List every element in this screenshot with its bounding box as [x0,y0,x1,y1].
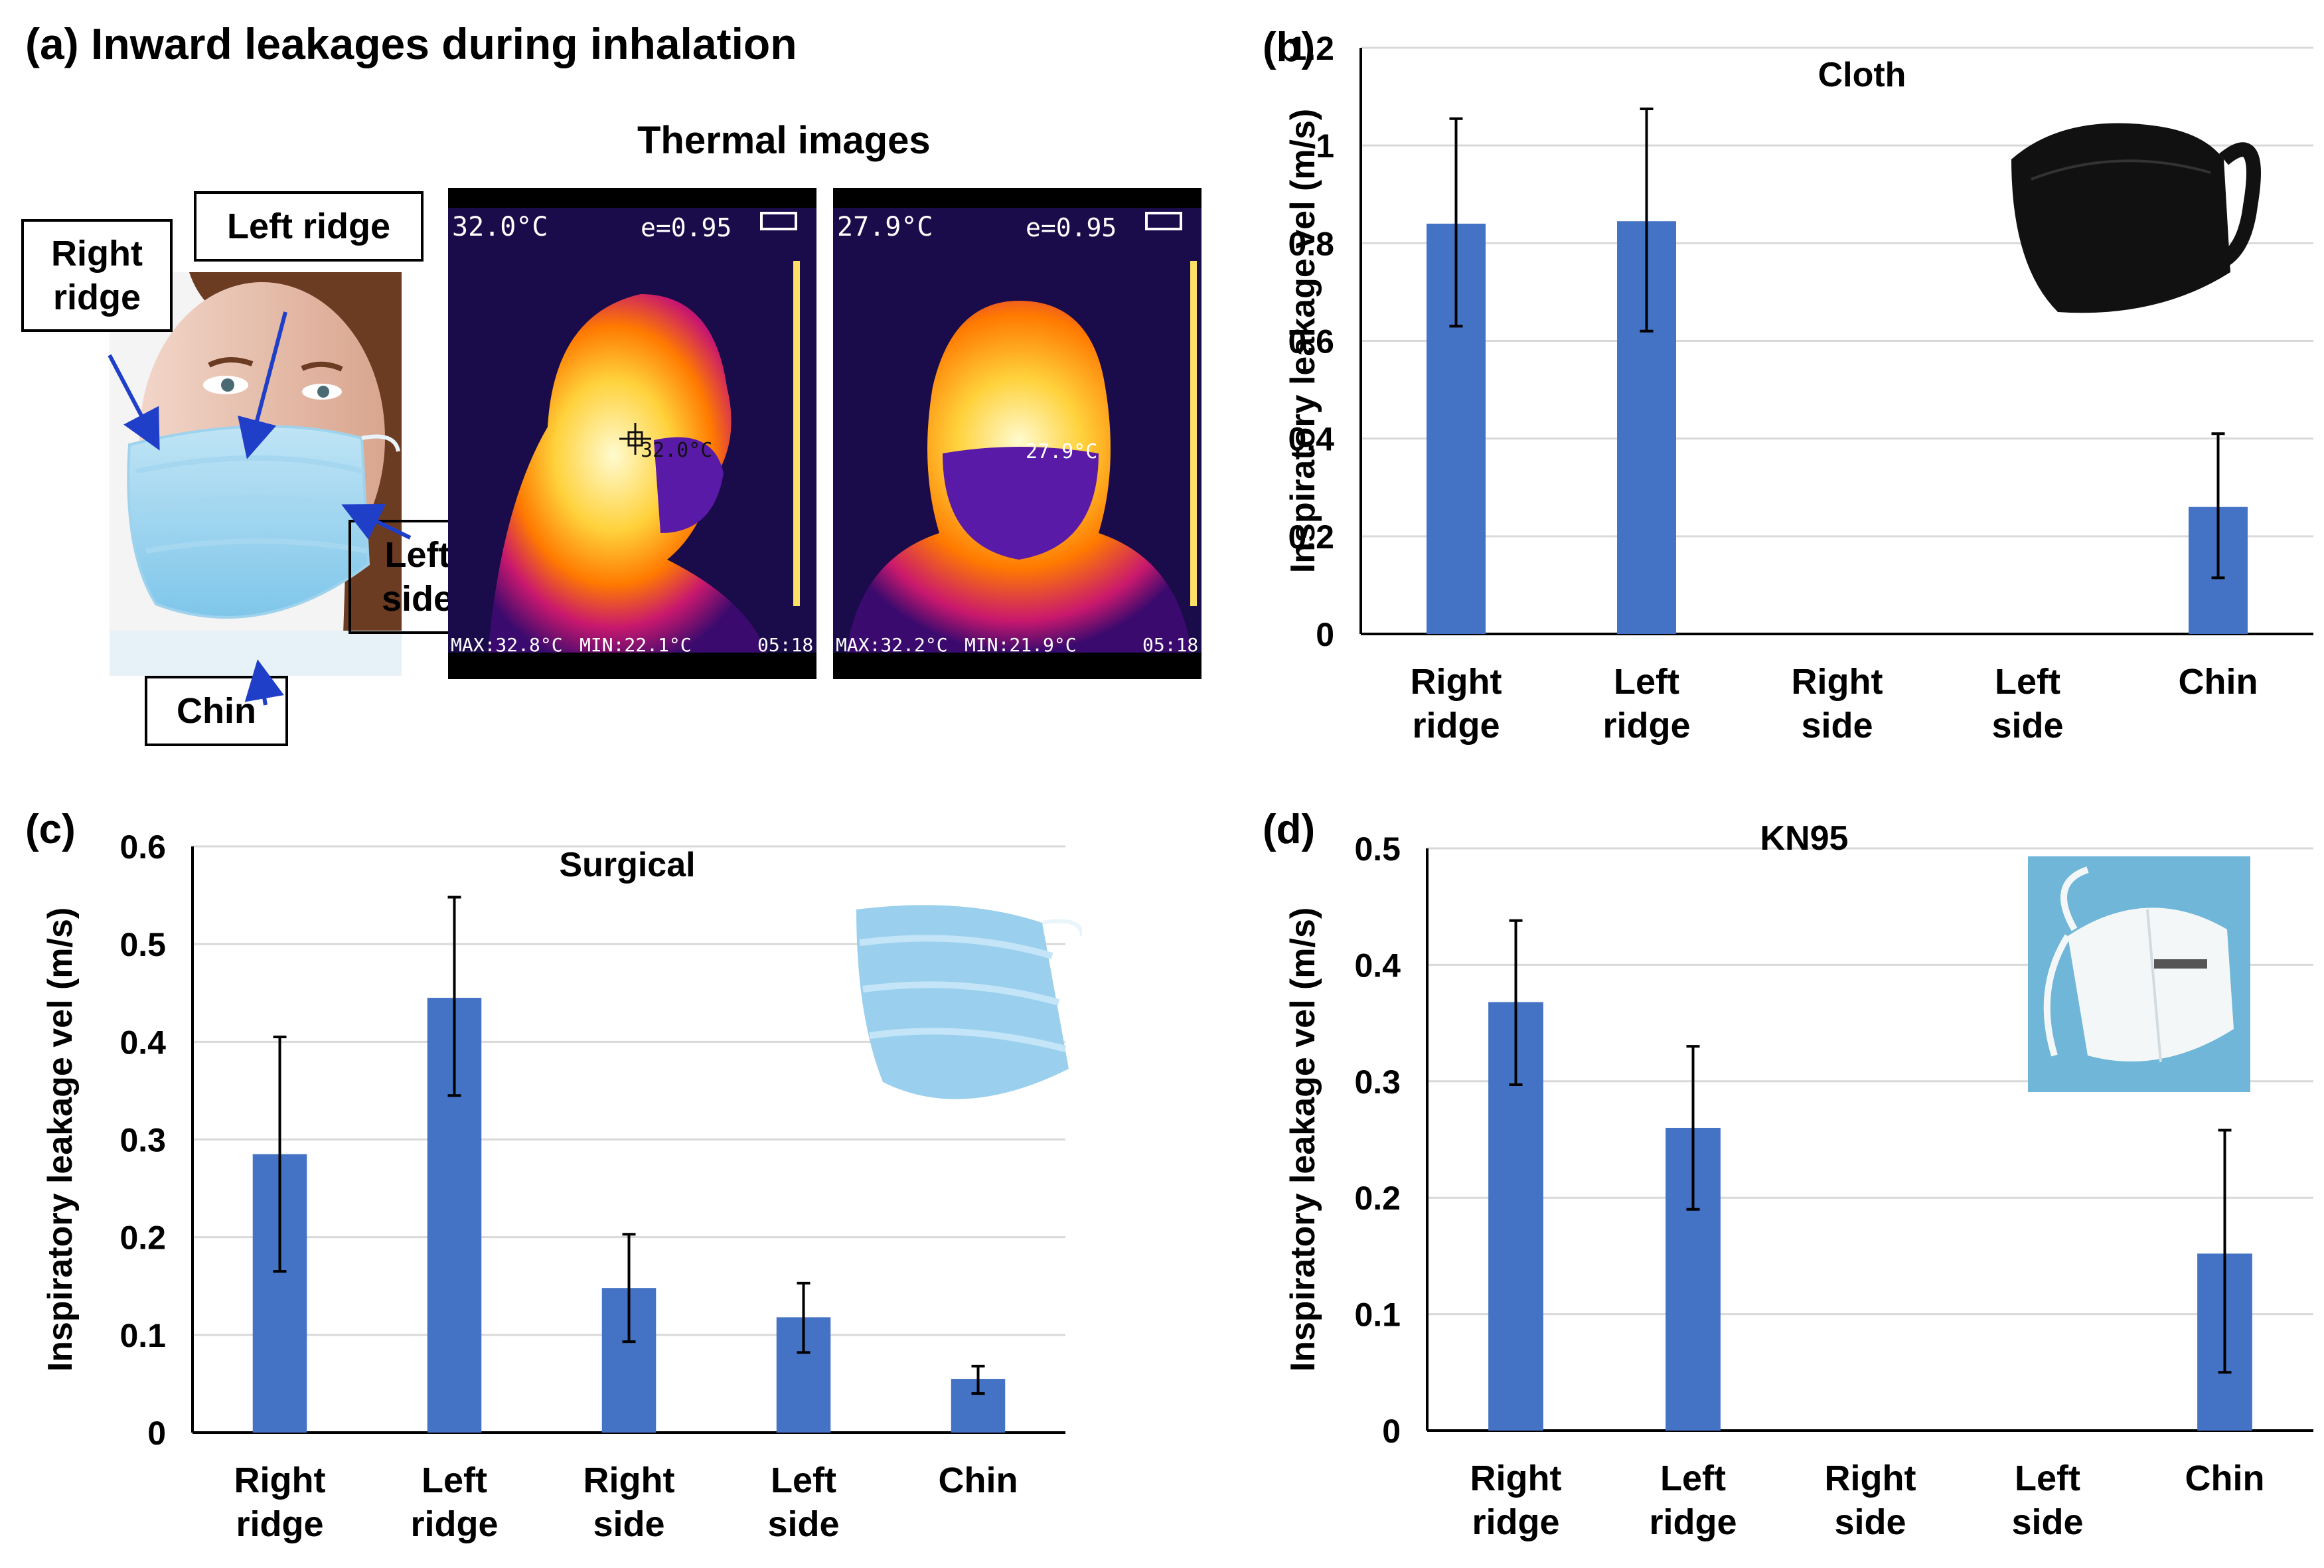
thermal-front-spot: 27.9°C [1026,440,1098,463]
x-tick-label: Chin [2185,1458,2265,1498]
x-tick-label: Chin [2179,662,2258,702]
y-tick-label: 0.5 [1354,830,1401,868]
chart-cloth: (b) 0 0.2 0.4 0.6 0.8 1 1.2 Cloth Inspiratory lea… [1263,25,2313,745]
thermal-images-title: Thermal images [637,119,931,162]
x-tick-label: Left ridge [410,1460,498,1544]
arrow-right-ridge [108,354,160,451]
masked-face-photo [110,272,402,676]
y-tick-label: 0.1 [119,1317,166,1354]
chart-kn95: (d) 0 0.1 0.2 0.3 0.4 0.5 KN95 Inspiratory leaka… [1263,807,2313,1542]
panel-a-title: (a) Inward leakages during inhalation [25,19,797,68]
battery-icon [1145,212,1182,230]
x-tick-label: Right ridge [1470,1458,1562,1542]
arrow-left-side [341,503,412,540]
x-tick-label: Left side [2011,1458,2083,1542]
chart-title: Cloth [1818,56,1906,94]
x-tick-label: Right ridge [234,1460,326,1544]
y-tick-label: 0.2 [1354,1180,1401,1217]
chart-title: KN95 [1760,819,1849,858]
callout-right-ridge: Right ridge [21,219,173,332]
callout-left-ridge-label: Left ridge [226,206,390,246]
surgical-mask-photo [856,905,1082,1099]
thermal-side-time: 05:18 [757,634,814,656]
callout-arrows [108,311,412,706]
panel-label-d: (d) [1263,807,1315,852]
y-tick-label: 0.6 [1288,323,1334,360]
y-tick-label: 0 [1382,1413,1401,1450]
chart-surgical: (c) 0 0.1 0.2 0.3 0.4 0.5 0.6 Surgical Inspirator… [25,807,1065,1544]
y-tick-label: 1 [1316,127,1334,165]
panel-label-c: (c) [25,807,76,852]
x-tick-label: Left ridge [1649,1458,1737,1542]
y-tick-label: 0.4 [119,1024,166,1061]
thermal-image-front: 27.9°C e=0.95 27.9°C MAX:32.2°C MIN:21.9… [833,188,1201,679]
x-tick-label: Left ridge [1602,662,1690,745]
cloth-mask-photo [2011,123,2261,313]
thermal-side-spot: 32.0°C [641,439,713,462]
y-tick-label: 0.4 [1354,947,1401,984]
thermal-side-max: MAX:32.8°C [451,634,563,656]
y-tick-label: 1.2 [1288,30,1334,67]
thermal-front-heatmap [833,208,1201,653]
thermal-front-emissivity: e=0.95 [1026,213,1117,242]
arrow-chin [244,659,284,706]
callout-left-ridge: Left ridge [194,191,424,262]
y-tick-label: 0.6 [119,828,166,866]
x-tick-label: Right ridge [1411,662,1502,745]
thermal-image-side: 32.0°C e=0.95 32.0°C MAX:32.8°C MIN:22.1… [448,188,816,679]
battery-icon [760,212,797,230]
thermal-front-temp: 27.9°C [837,212,933,242]
y-tick-label: 0 [147,1415,166,1452]
thermal-side-min: MIN:22.1°C [580,634,692,656]
chart-title: Surgical [559,846,695,884]
x-tick-label: Right side [583,1460,675,1544]
callout-left-side-label: Left side [381,535,454,619]
thermal-side-temp: 32.0°C [452,212,548,242]
x-tick-label: Chin [939,1460,1018,1500]
kn95-mask-photo [2028,856,2250,1092]
panel-label-b: (b) [1263,25,1315,70]
thermal-front-max: MAX:32.2°C [836,634,948,656]
x-tick-label: Right side [1792,662,1883,745]
y-tick-label: 0 [1316,616,1334,653]
y-axis-label: Inspiratory leakage vel (m/s) [41,907,80,1372]
arrow-left-ridge [238,311,287,459]
callout-chin-label: Chin [177,691,256,731]
y-axis-label: Inspiratory leakage vel (m/s) [1284,907,1322,1372]
y-axis-label: Inspiratory leakage vel (m/s) [1284,109,1322,573]
thermal-front-time: 05:18 [1142,634,1199,656]
x-tick-label: Left side [1991,662,2063,745]
callout-right-ridge-label: Right ridge [51,234,143,317]
y-tick-label: 0.1 [1354,1296,1401,1334]
thermal-side-emissivity: e=0.95 [641,213,732,242]
y-tick-label: 0.4 [1288,421,1334,458]
y-tick-label: 0.5 [119,926,166,963]
y-tick-label: 0.3 [1354,1063,1401,1101]
y-tick-label: 0.8 [1288,225,1334,262]
y-tick-label: 0.2 [1288,518,1334,556]
x-tick-label: Right side [1825,1458,1916,1542]
x-tick-label: Left side [767,1460,839,1544]
thermal-front-min: MIN:21.9°C [965,634,1077,656]
thermal-side-heatmap [448,208,816,653]
y-tick-label: 0.3 [119,1122,166,1159]
y-tick-label: 0.2 [119,1219,166,1257]
